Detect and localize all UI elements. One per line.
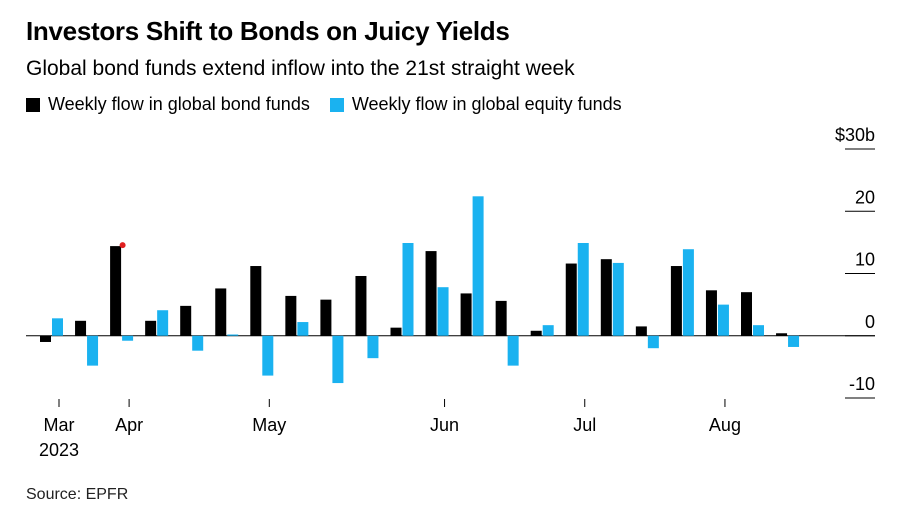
- bar-equity: [472, 196, 484, 336]
- bar-equity: [157, 310, 169, 336]
- bar-equity: [262, 335, 274, 376]
- legend-label-equity: Weekly flow in global equity funds: [351, 94, 622, 114]
- bar-bond: [215, 288, 227, 336]
- bar-equity: [297, 322, 309, 336]
- y-tick-label: 0: [865, 312, 875, 332]
- bar-equity: [717, 304, 729, 336]
- bar-bond: [495, 300, 507, 336]
- bar-bond: [776, 333, 788, 336]
- chart-subtitle: Global bond funds extend inflow into the…: [26, 57, 575, 80]
- x-tick-label: Mar 2023: [39, 415, 79, 460]
- bar-equity: [332, 335, 344, 384]
- bar-equity: [87, 335, 99, 366]
- bar-bond: [635, 326, 647, 336]
- bar-equity: [507, 335, 519, 366]
- bar-equity: [788, 335, 800, 347]
- bar-equity: [367, 335, 379, 359]
- bar-bond: [75, 320, 87, 336]
- bar-bond: [145, 320, 157, 336]
- bar-bond: [320, 299, 332, 336]
- legend: Weekly flow in global bond funds Weekly …: [26, 94, 642, 115]
- bar-bond: [250, 266, 262, 336]
- bar-equity: [402, 242, 414, 336]
- bar-bond: [460, 293, 472, 336]
- source-note: Source: EPFR: [26, 486, 129, 503]
- y-tick-label: 20: [855, 187, 875, 207]
- y-tick-label: 10: [855, 250, 875, 270]
- bar-equity: [192, 335, 204, 351]
- bar-equity: [122, 335, 134, 341]
- bar-equity: [682, 249, 694, 336]
- legend-item-equity: Weekly flow in global equity funds: [329, 94, 622, 115]
- bar-equity: [612, 262, 624, 336]
- x-tick-label: May: [252, 415, 286, 435]
- legend-swatch-equity: [329, 97, 344, 112]
- bar-bond: [705, 290, 717, 336]
- y-tick-label: $30b: [835, 125, 875, 145]
- bar-bond: [355, 275, 367, 336]
- legend-label-bond: Weekly flow in global bond funds: [48, 94, 310, 114]
- bar-bond: [110, 246, 122, 336]
- bar-bond: [425, 251, 437, 336]
- bar-equity: [753, 325, 764, 336]
- bar-bond: [530, 330, 542, 336]
- bar-bond: [390, 327, 402, 336]
- bar-equity: [647, 335, 659, 349]
- streak-marker: [119, 242, 126, 249]
- bar-equity: [437, 287, 449, 336]
- y-tick-label: -10: [849, 374, 875, 394]
- bar-bond: [741, 292, 752, 336]
- chart-title: Investors Shift to Bonds on Juicy Yields: [26, 16, 510, 46]
- bar-equity: [577, 242, 589, 336]
- bar-bond: [600, 259, 612, 336]
- x-tick-label: Aug: [709, 415, 741, 435]
- x-tick-label: Jul: [573, 415, 596, 435]
- legend-swatch-bond: [26, 97, 40, 112]
- bar-equity: [52, 318, 63, 336]
- bar-equity: [542, 325, 554, 336]
- x-tick-label: Apr: [115, 415, 143, 435]
- bar-bond: [670, 266, 682, 336]
- bar-bond: [285, 295, 297, 336]
- bar-equity: [227, 334, 239, 336]
- bar-bond: [565, 263, 577, 336]
- bar-bond: [40, 335, 51, 342]
- x-tick-label: Jun: [430, 415, 459, 435]
- legend-item-bond: Weekly flow in global bond funds: [26, 94, 310, 115]
- bar-bond: [180, 305, 192, 336]
